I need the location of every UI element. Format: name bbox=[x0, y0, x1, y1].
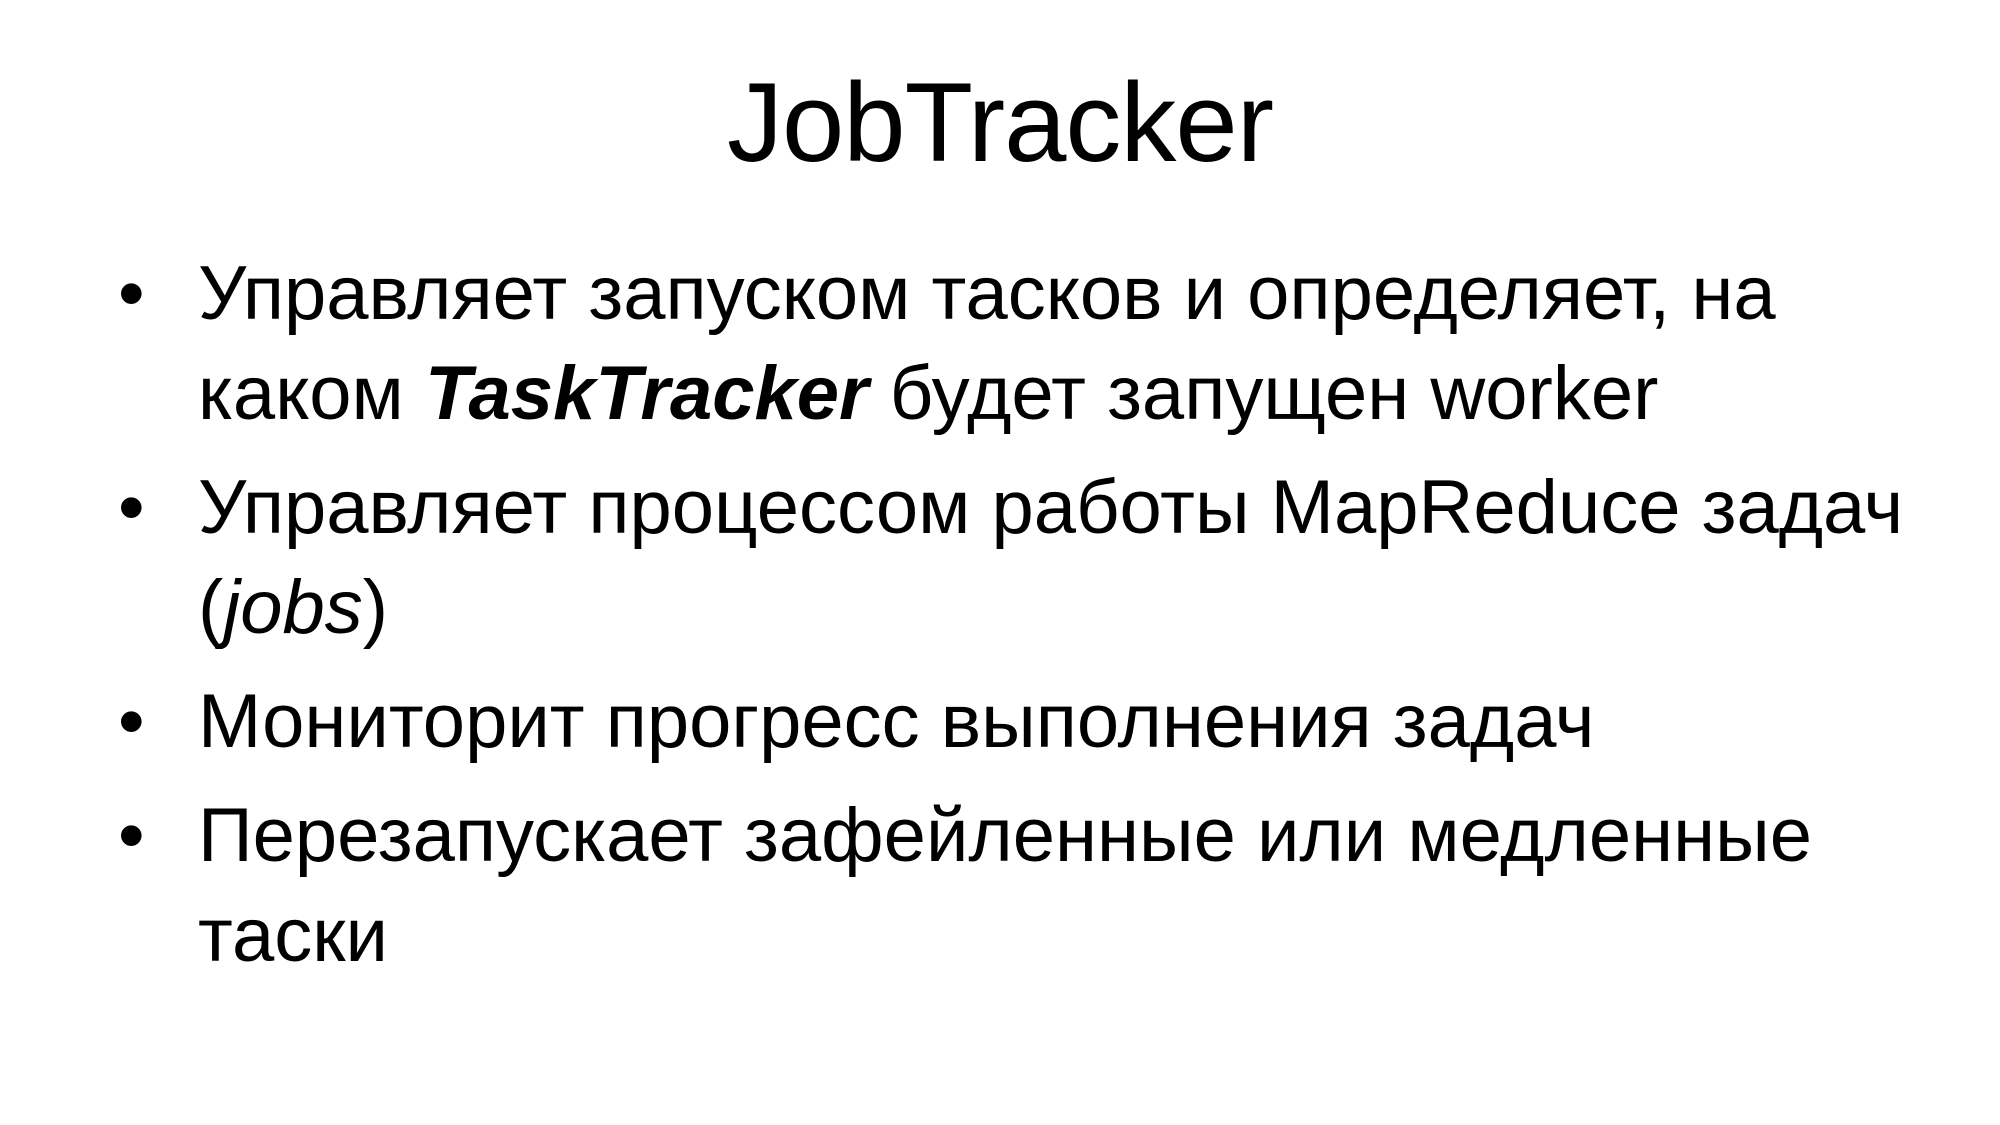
bullet-text: Управляет процессом работы MapReduce зад… bbox=[198, 465, 1904, 650]
bullet-text: ) bbox=[362, 565, 389, 650]
bullet-item: • Управляет запуском тасков и определяет… bbox=[118, 244, 1918, 444]
bullet-marker: • bbox=[118, 679, 145, 764]
bullet-text: Мониторит прогресс выполнения задач bbox=[198, 679, 1595, 764]
bullet-text: Перезапускает зафейленные или медленные … bbox=[198, 793, 1812, 978]
bullet-item: • Управляет процессом работы MapReduce з… bbox=[118, 458, 1918, 658]
bullet-text: будет запущен worker bbox=[868, 351, 1659, 436]
bullet-text: Управляет запуском тасков и определяет, … bbox=[198, 251, 1776, 436]
bullet-marker: • bbox=[118, 465, 145, 550]
bullet-marker: • bbox=[118, 793, 145, 878]
bullet-emphasis: TaskTracker bbox=[424, 351, 869, 436]
bullet-item: • Перезапускает зафейленные или медленны… bbox=[118, 786, 1918, 986]
bullet-marker: • bbox=[118, 251, 145, 336]
bullet-list: • Управляет запуском тасков и определяет… bbox=[118, 244, 1918, 1000]
bullet-emphasis: jobs bbox=[223, 565, 363, 650]
bullet-item: • Мониторит прогресс выполнения задач bbox=[118, 672, 1918, 772]
slide-title: JobTracker bbox=[726, 60, 1274, 185]
